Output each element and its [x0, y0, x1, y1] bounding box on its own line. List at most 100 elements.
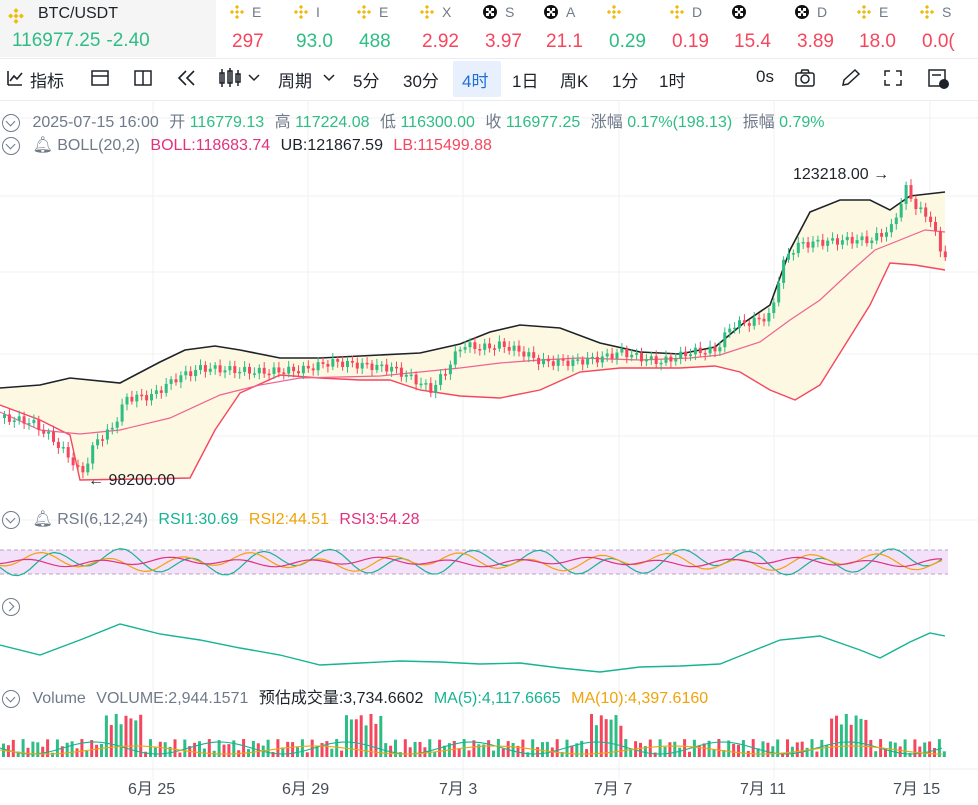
ticker-item[interactable]: D 3.89	[783, 0, 845, 57]
volume-bar	[149, 739, 152, 757]
volume-bar	[85, 750, 89, 757]
candle-type-icon[interactable]	[218, 67, 244, 89]
candle	[698, 347, 702, 353]
candle	[752, 317, 756, 326]
ticker-item[interactable]: X 2.92	[408, 0, 470, 57]
interval-5m[interactable]: 5分	[353, 72, 380, 91]
candle	[71, 457, 75, 466]
volume-bar	[859, 718, 863, 757]
candle	[894, 217, 898, 225]
volume-bar	[394, 739, 397, 757]
rewind-icon[interactable]	[176, 69, 198, 87]
collapse-icon[interactable]	[2, 689, 20, 708]
volume-bar	[60, 746, 64, 757]
bell-icon[interactable]: 🔔︎	[32, 511, 53, 528]
ticker-item[interactable]: I 93.0	[282, 0, 344, 57]
candle	[571, 359, 575, 366]
candle	[806, 242, 810, 248]
indicator-icon[interactable]	[6, 69, 24, 87]
candle	[56, 441, 60, 449]
candle	[228, 366, 232, 371]
candle	[581, 359, 585, 365]
ticker-item[interactable]: 0.29	[595, 0, 657, 57]
expand-icon[interactable]	[2, 598, 20, 616]
interval-1w[interactable]: 周K	[560, 72, 589, 91]
candle	[664, 356, 668, 363]
candle	[855, 240, 859, 244]
fullscreen-icon[interactable]	[882, 68, 904, 88]
volume-bar	[864, 719, 868, 757]
interval-1m[interactable]: 1分	[612, 72, 639, 91]
indicators-button[interactable]: 指标	[30, 72, 64, 91]
volume-bar	[526, 752, 530, 757]
volume-ma5: MA(5):4,117.6665	[433, 690, 561, 707]
interval-30m[interactable]: 30分	[403, 72, 439, 91]
volume-bar	[477, 744, 481, 757]
candle	[757, 317, 761, 320]
layout-icon[interactable]	[90, 69, 110, 87]
candle	[904, 185, 908, 204]
ticker-item[interactable]: D 0.19	[658, 0, 720, 57]
candle	[439, 374, 443, 385]
change-label: 涨幅	[590, 114, 623, 131]
ticker-item[interactable]: 15.4	[720, 0, 782, 57]
volume-bar	[472, 740, 476, 757]
volume-bar	[75, 748, 79, 757]
interval-4h[interactable]: 4时	[462, 72, 489, 91]
candle	[424, 383, 428, 385]
ohlc-date: 2025-07-15 16:00	[32, 114, 159, 131]
period-dropdown[interactable]: 周期	[278, 72, 312, 91]
interval-1d[interactable]: 1日	[512, 72, 539, 91]
volume-bar	[330, 748, 334, 757]
ticker-item[interactable]: A 21.1	[532, 0, 594, 57]
ticker-item-value: 2.92	[422, 31, 459, 52]
price-chart[interactable]	[0, 100, 978, 805]
candle	[399, 367, 403, 377]
candle	[32, 419, 36, 424]
volume-bar	[844, 714, 848, 757]
bell-icon[interactable]: 🔔︎	[32, 137, 53, 154]
ticker-item[interactable]: E 488	[345, 0, 407, 57]
candle	[311, 368, 315, 371]
volume-bar	[379, 715, 383, 757]
collapse-icon[interactable]	[2, 136, 20, 155]
chevron-down-icon[interactable]	[323, 74, 335, 82]
volume-bar	[766, 742, 770, 757]
open-value: 116779.13	[189, 114, 265, 131]
panel-icon[interactable]	[133, 69, 153, 87]
candle	[404, 374, 408, 377]
volume-bar	[349, 719, 353, 757]
volume-bar	[727, 740, 731, 757]
interval-1h[interactable]: 1时	[659, 72, 686, 91]
candle	[517, 345, 521, 352]
volume-bar	[139, 714, 143, 757]
close-value: 116977.25	[505, 114, 581, 131]
camera-icon[interactable]	[794, 68, 816, 88]
ticker-item[interactable]: S 3.97	[471, 0, 533, 57]
ticker-item[interactable]: E 18.0	[845, 0, 907, 57]
draw-pencil-icon[interactable]	[840, 68, 862, 88]
main-ticker[interactable]: BTC/USDT 116977.25 -2.40	[0, 0, 216, 57]
candle	[115, 421, 119, 428]
candle	[306, 365, 310, 369]
volume-bar	[531, 739, 535, 757]
settings-icon[interactable]	[927, 68, 951, 90]
collapse-icon[interactable]	[2, 510, 20, 529]
candle	[331, 359, 335, 367]
chevron-down-icon[interactable]	[248, 74, 260, 82]
candle	[140, 394, 144, 397]
ticker-item[interactable]: E 297	[218, 0, 280, 57]
candle	[924, 207, 928, 217]
collapse-icon[interactable]	[2, 113, 20, 132]
candle	[679, 351, 683, 359]
candle	[189, 371, 193, 377]
volume-bar	[158, 741, 162, 757]
volume-bar	[26, 747, 30, 757]
volume-bar	[300, 739, 304, 757]
okx-icon	[544, 5, 558, 19]
candle	[512, 345, 516, 351]
volume-bar	[487, 740, 491, 757]
candle	[419, 383, 423, 386]
volume-bar	[46, 739, 50, 757]
ticker-item[interactable]: S 0.0(	[908, 0, 978, 57]
